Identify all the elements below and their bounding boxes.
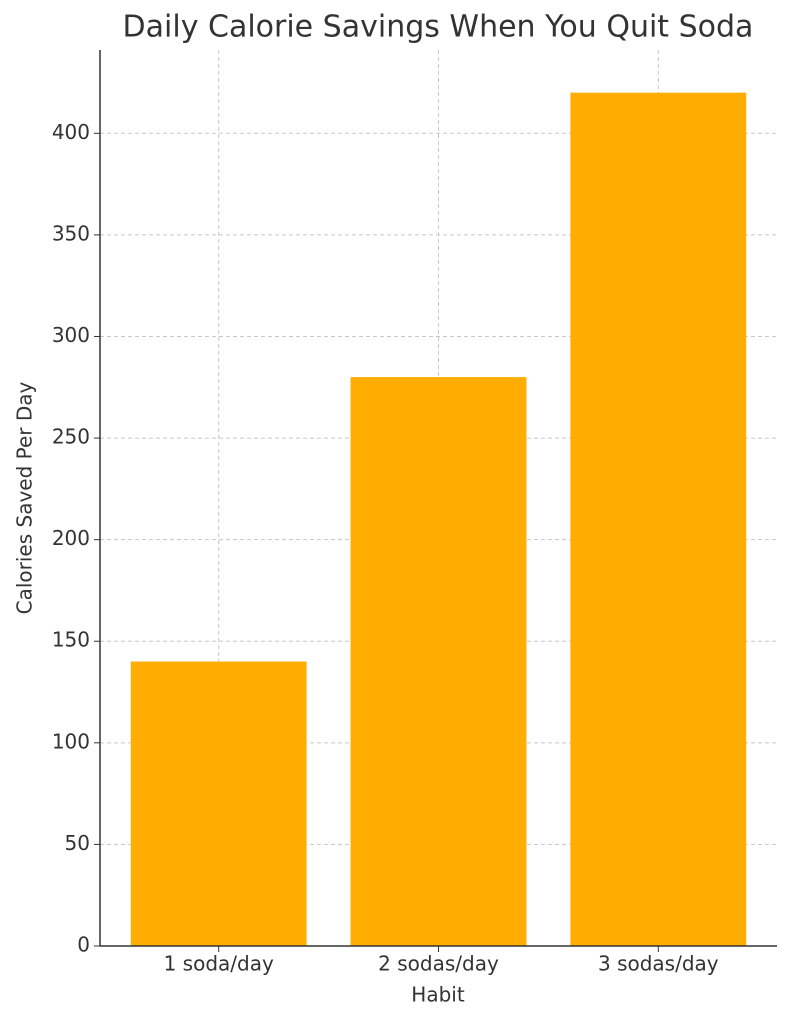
bar (350, 377, 527, 947)
y-tick-label: 200 (52, 526, 90, 550)
y-tick-label: 250 (52, 425, 90, 449)
y-tick-label: 0 (77, 933, 90, 957)
y-tick-label: 400 (52, 120, 90, 144)
x-tick-label: 2 sodas/day (378, 952, 499, 976)
y-axis-label: Calories Saved Per Day (13, 381, 37, 614)
x-tick-label: 1 soda/day (164, 952, 274, 976)
y-tick-label: 50 (65, 831, 90, 855)
x-axis-label: Habit (411, 983, 465, 1007)
y-tick-label: 350 (52, 221, 90, 245)
chart-title: Daily Calorie Savings When You Quit Soda (123, 10, 754, 45)
bar (570, 92, 747, 946)
bar (130, 661, 307, 946)
y-tick-label: 150 (52, 628, 90, 652)
x-tick-label: 3 sodas/day (598, 952, 719, 976)
y-tick-label: 300 (52, 323, 90, 347)
y-tick-label: 100 (52, 729, 90, 753)
